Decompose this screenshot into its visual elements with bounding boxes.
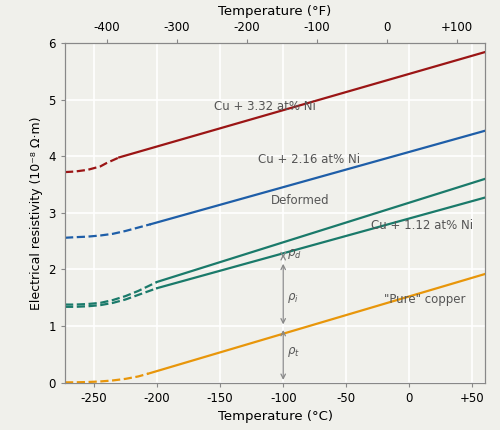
Text: Deformed: Deformed: [270, 194, 329, 207]
Text: $\rho_i$: $\rho_i$: [287, 291, 298, 305]
Text: Cu + 3.32 at% Ni: Cu + 3.32 at% Ni: [214, 100, 316, 113]
Text: $\rho_d$: $\rho_d$: [287, 247, 302, 261]
Text: $\rho_t$: $\rho_t$: [287, 344, 300, 359]
X-axis label: Temperature (°C): Temperature (°C): [218, 410, 332, 423]
Text: Cu + 2.16 at% Ni: Cu + 2.16 at% Ni: [258, 153, 360, 166]
X-axis label: Temperature (°F): Temperature (°F): [218, 6, 332, 18]
Text: "Pure" copper: "Pure" copper: [384, 293, 466, 307]
Text: Cu + 1.12 at% Ni: Cu + 1.12 at% Ni: [372, 219, 474, 232]
Y-axis label: Electrical resistivity (10⁻⁸ Ω·m): Electrical resistivity (10⁻⁸ Ω·m): [30, 116, 43, 310]
